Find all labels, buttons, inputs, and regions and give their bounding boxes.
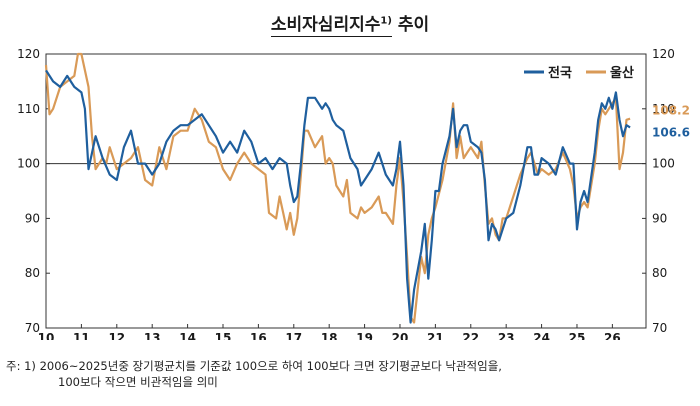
y-tick-label-left: 110 — [17, 102, 40, 116]
legend-label-ulsan: 울산 — [610, 65, 634, 81]
title-main-text: 소비자심리지수 — [270, 15, 381, 35]
x-tick-label: 18 — [321, 331, 338, 340]
title-rest: 추이 — [397, 15, 430, 35]
x-tick-label: 26 — [604, 331, 621, 340]
chart-title: 소비자심리지수1) 추이 — [0, 10, 700, 37]
y-tick-label-right: 90 — [652, 211, 667, 225]
y-tick-label-right: 100 — [652, 157, 675, 171]
footnote-line-2: 100보다 작으면 비관적임을 의미 — [58, 375, 218, 389]
x-tick-label: 10 — [38, 331, 55, 340]
x-tick-label: 13 — [144, 331, 161, 340]
end-label-national: 106.6 — [652, 125, 690, 139]
y-tick-label-left: 80 — [25, 266, 40, 280]
series-line-ulsan — [44, 52, 631, 324]
x-tick-label: 21 — [427, 331, 444, 340]
x-tick-label: 22 — [462, 331, 479, 340]
x-tick-label: 12 — [108, 331, 125, 340]
x-tick-label: 23 — [498, 331, 515, 340]
y-tick-label-right: 110 — [652, 102, 675, 116]
x-tick-label: 25 — [569, 331, 586, 340]
y-tick-label-left: 90 — [25, 211, 40, 225]
y-tick-label-left: 120 — [17, 47, 40, 61]
legend-label-national: 전국 — [548, 65, 572, 81]
plot-frame — [45, 53, 647, 329]
series-line-national — [45, 69, 631, 324]
x-tick-label: 17 — [285, 331, 302, 340]
title-main: 소비자심리지수1) — [270, 15, 392, 37]
line-chart: 70 70 80 80 90 90 100 100 110 110 120 120 10 11 12 13 14… — [17, 47, 690, 340]
x-tick-label: 19 — [356, 331, 373, 340]
footnote-line-1: 주: 1) 2006~2025년중 장기평균치를 기준값 100으로 하여 10… — [6, 359, 502, 373]
title-footnote-mark: 1) — [380, 15, 392, 27]
x-tick-label: 14 — [179, 331, 196, 340]
x-tick-label: 20 — [392, 331, 409, 340]
end-label-ulsan: 108.2 — [652, 104, 690, 118]
y-tick-label-left: 70 — [25, 321, 40, 335]
y-tick-label-right: 80 — [652, 266, 667, 280]
x-tick-label: 15 — [215, 331, 232, 340]
y-tick-label-right: 120 — [652, 47, 675, 61]
y-tick-label-right: 70 — [652, 321, 667, 335]
x-tick-label: 16 — [250, 331, 267, 340]
x-tick-label: 24 — [533, 331, 550, 340]
x-tick-label: 11 — [73, 331, 90, 340]
footnote: 주: 1) 2006~2025년중 장기평균치를 기준값 100으로 하여 10… — [6, 358, 696, 390]
y-tick-label-left: 100 — [17, 157, 40, 171]
